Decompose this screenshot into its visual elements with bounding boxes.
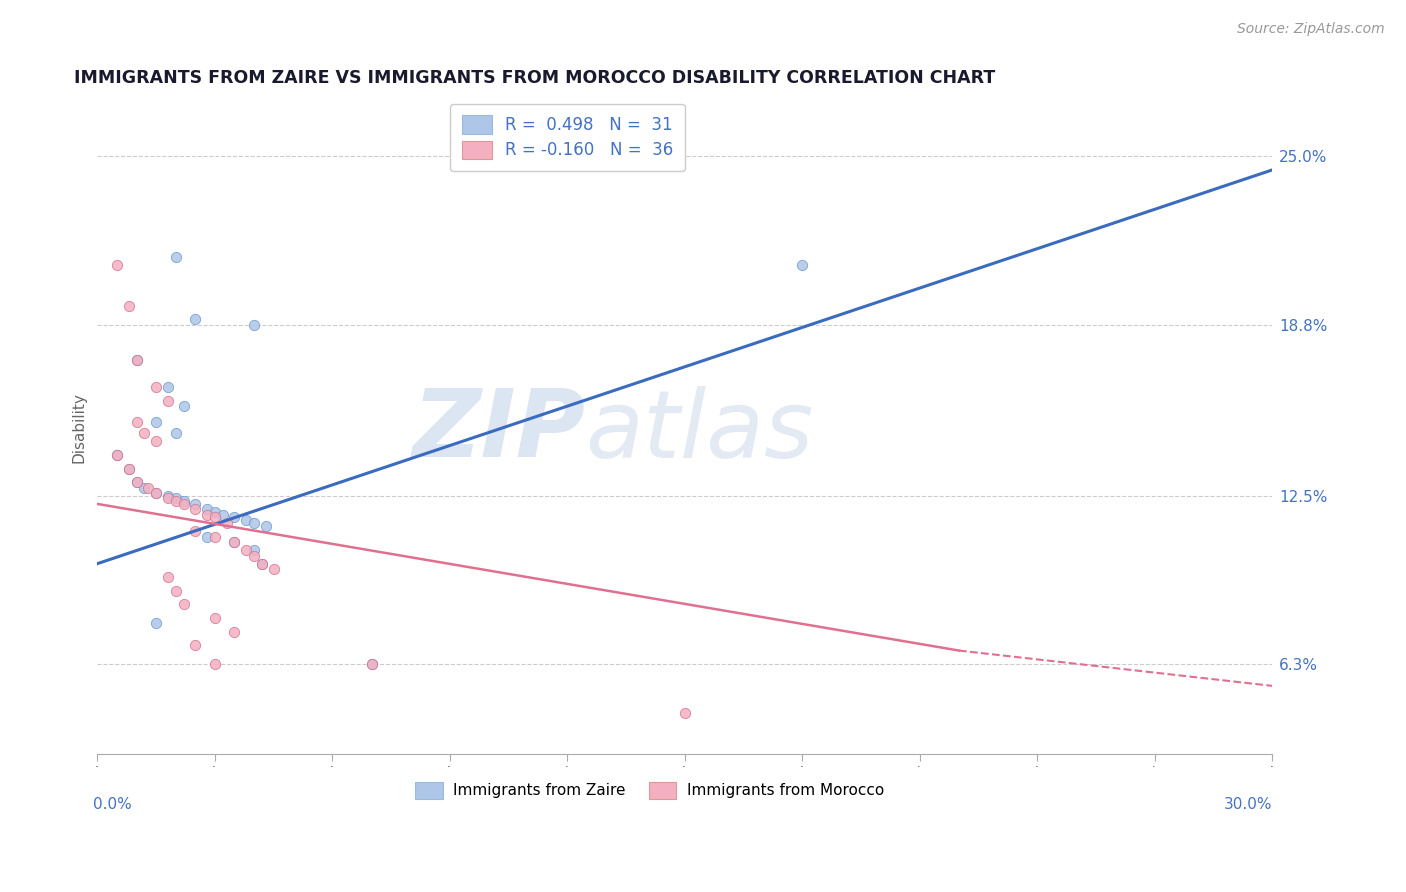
- Text: IMMIGRANTS FROM ZAIRE VS IMMIGRANTS FROM MOROCCO DISABILITY CORRELATION CHART: IMMIGRANTS FROM ZAIRE VS IMMIGRANTS FROM…: [75, 69, 995, 87]
- Point: [125, 353, 148, 368]
- Point: [105, 258, 128, 272]
- Text: Source: ZipAtlas.com: Source: ZipAtlas.com: [1237, 22, 1385, 37]
- Point: [224, 624, 246, 639]
- Text: ZIP: ZIP: [412, 385, 585, 477]
- Point: [134, 426, 156, 441]
- Text: 0.0%: 0.0%: [93, 797, 132, 813]
- Point: [204, 505, 226, 519]
- Point: [156, 491, 179, 506]
- Point: [250, 557, 273, 571]
- Point: [165, 250, 187, 264]
- Point: [235, 543, 257, 558]
- Point: [360, 657, 382, 672]
- Point: [224, 535, 246, 549]
- Point: [156, 570, 179, 584]
- Point: [215, 516, 238, 530]
- Point: [204, 510, 226, 524]
- Text: atlas: atlas: [585, 385, 813, 476]
- Point: [125, 353, 148, 368]
- Point: [184, 502, 207, 516]
- Point: [145, 616, 167, 631]
- Point: [136, 481, 159, 495]
- Point: [211, 508, 233, 522]
- Point: [125, 475, 148, 490]
- Point: [105, 448, 128, 462]
- Point: [204, 611, 226, 625]
- Point: [195, 508, 218, 522]
- Point: [195, 502, 218, 516]
- Y-axis label: Disability: Disability: [72, 392, 86, 463]
- Point: [195, 529, 218, 543]
- Point: [204, 529, 226, 543]
- Point: [224, 510, 246, 524]
- Point: [156, 380, 179, 394]
- Point: [145, 380, 167, 394]
- Point: [184, 638, 207, 652]
- Point: [673, 706, 696, 720]
- Point: [204, 657, 226, 672]
- Point: [243, 318, 266, 332]
- Point: [156, 489, 179, 503]
- Point: [165, 426, 187, 441]
- Legend: Immigrants from Zaire, Immigrants from Morocco: Immigrants from Zaire, Immigrants from M…: [409, 776, 890, 805]
- Point: [125, 416, 148, 430]
- Point: [134, 481, 156, 495]
- Point: [156, 393, 179, 408]
- Point: [105, 448, 128, 462]
- Point: [173, 598, 195, 612]
- Point: [165, 583, 187, 598]
- Point: [243, 549, 266, 563]
- Point: [118, 461, 141, 475]
- Point: [173, 494, 195, 508]
- Point: [118, 461, 141, 475]
- Point: [184, 524, 207, 538]
- Text: 30.0%: 30.0%: [1223, 797, 1272, 813]
- Point: [254, 518, 277, 533]
- Point: [118, 299, 141, 313]
- Point: [224, 535, 246, 549]
- Point: [173, 399, 195, 413]
- Point: [165, 491, 187, 506]
- Point: [243, 516, 266, 530]
- Point: [360, 657, 382, 672]
- Point: [184, 312, 207, 326]
- Point: [165, 494, 187, 508]
- Point: [173, 497, 195, 511]
- Point: [125, 475, 148, 490]
- Point: [243, 543, 266, 558]
- Point: [145, 486, 167, 500]
- Point: [145, 486, 167, 500]
- Point: [145, 434, 167, 449]
- Point: [235, 513, 257, 527]
- Point: [250, 557, 273, 571]
- Point: [184, 497, 207, 511]
- Point: [145, 416, 167, 430]
- Point: [263, 562, 285, 576]
- Point: [792, 258, 814, 272]
